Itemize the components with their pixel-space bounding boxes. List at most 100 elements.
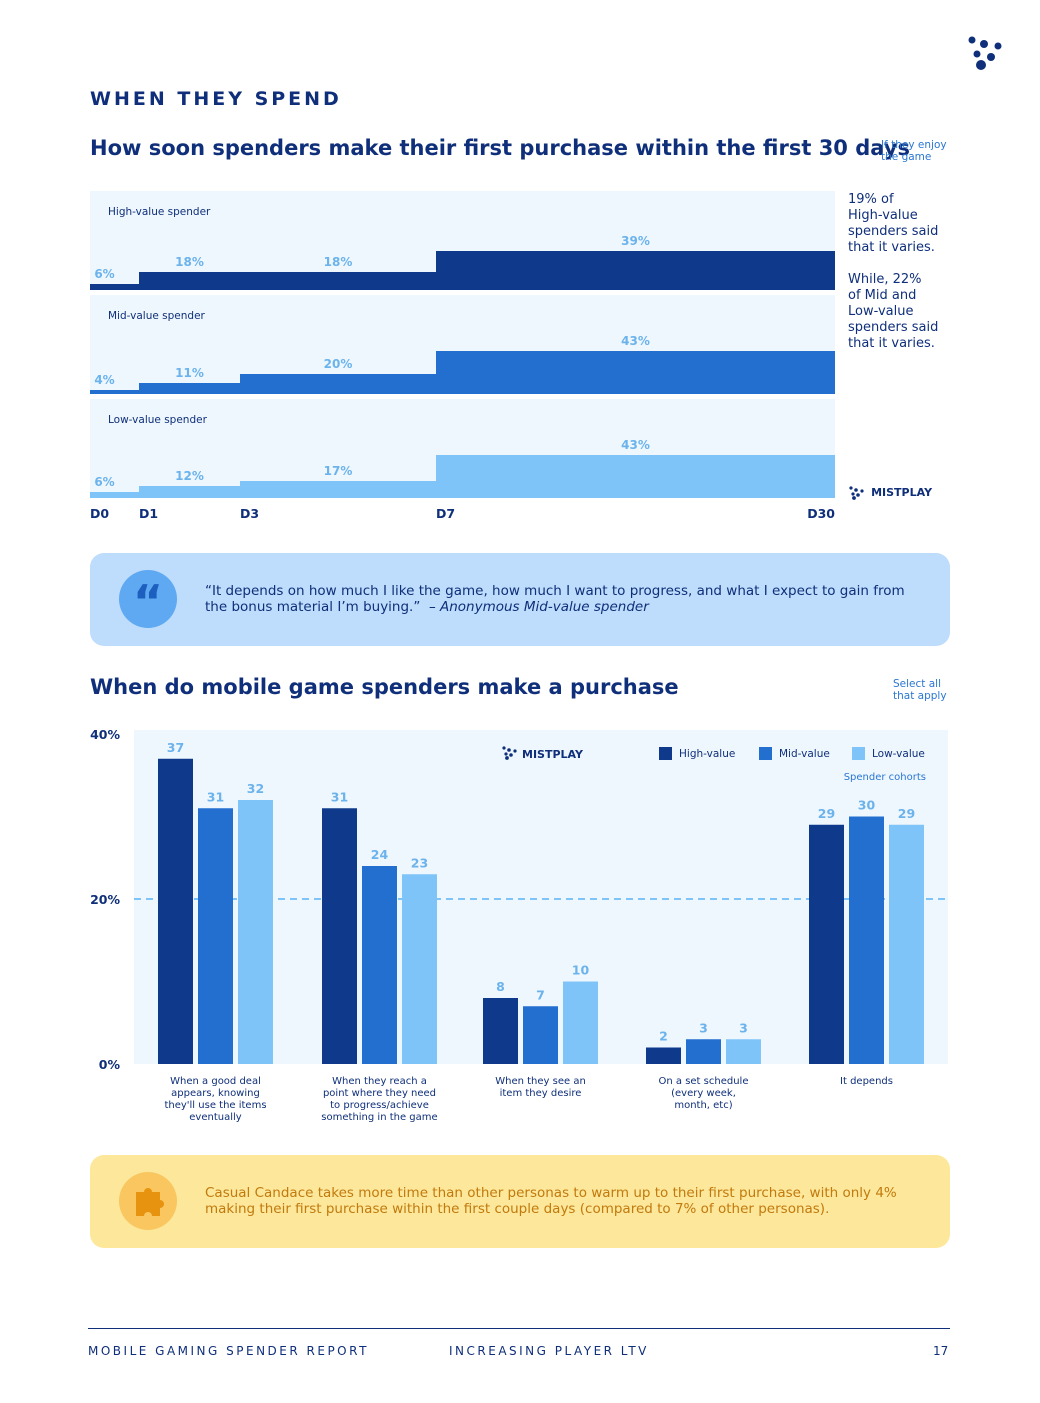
purchase-bar bbox=[402, 874, 437, 1064]
timing-value-label: 20% bbox=[324, 357, 353, 371]
footer-divider bbox=[88, 1328, 950, 1329]
mistplay-logo-dot bbox=[509, 753, 513, 757]
bar-category-label: appears, knowing bbox=[171, 1088, 260, 1099]
mistplay-logo-2: MISTPLAY bbox=[502, 746, 584, 761]
bar-category-label: they'll use the items bbox=[164, 1100, 266, 1111]
bar-category-label: item they desire bbox=[500, 1088, 582, 1099]
timing-value-label: 39% bbox=[621, 234, 650, 248]
purchase-bar bbox=[198, 808, 233, 1064]
persona-callout bbox=[90, 1155, 950, 1248]
chart1-title: How soon spenders make their first purch… bbox=[90, 136, 910, 160]
first-purchase-timing-chart: High-value spender 6% 18% 18% 39% Mid-value s… bbox=[90, 191, 835, 521]
bar-y-tick: 20% bbox=[90, 892, 120, 907]
bar-category-label: (every week, bbox=[671, 1088, 736, 1099]
bar-category-label: month, etc) bbox=[674, 1100, 732, 1111]
purchase-bar-label: 23 bbox=[411, 855, 428, 870]
purchase-bar bbox=[686, 1039, 721, 1064]
purchase-bar-label: 31 bbox=[207, 789, 224, 804]
legend-swatch bbox=[852, 747, 865, 760]
purchase-bar bbox=[523, 1006, 558, 1064]
chart2-title: When do mobile game spenders make a purc… bbox=[90, 675, 679, 699]
purchase-bar bbox=[726, 1039, 761, 1064]
legend-caption: Spender cohorts bbox=[844, 772, 926, 783]
bar-category-label: something in the game bbox=[321, 1112, 437, 1123]
mistplay-logo-icon bbox=[849, 485, 864, 500]
bar-y-tick: 0% bbox=[99, 1057, 121, 1072]
timing-x-tick: D1 bbox=[139, 506, 158, 521]
timing-step bbox=[240, 374, 436, 394]
purchase-bar bbox=[563, 981, 598, 1064]
legend-label: Low-value bbox=[872, 748, 925, 760]
legend-label: Mid-value bbox=[779, 748, 830, 760]
purchase-bar-label: 31 bbox=[331, 789, 348, 804]
purchase-bar bbox=[238, 800, 273, 1064]
timing-x-tick: D3 bbox=[240, 506, 259, 521]
puzzle-piece-icon bbox=[119, 1172, 177, 1230]
bar-category-label: to progress/achieve bbox=[330, 1100, 429, 1111]
timing-step bbox=[139, 486, 240, 498]
mistplay-logo-dot bbox=[507, 748, 511, 752]
timing-x-tick: D7 bbox=[436, 506, 455, 521]
purchase-bar-label: 2 bbox=[659, 1029, 668, 1044]
bar-category-label: point where they need bbox=[323, 1088, 436, 1099]
purchase-bar bbox=[483, 998, 518, 1064]
bar-category-label: It depends bbox=[840, 1076, 893, 1087]
purchase-bar-label: 30 bbox=[858, 798, 876, 813]
footer-page-number: 17 bbox=[933, 1344, 949, 1358]
bar-category-label: When a good deal bbox=[170, 1076, 261, 1087]
mistplay-logo-dot bbox=[513, 749, 517, 753]
bar-category-label: On a set schedule bbox=[659, 1076, 749, 1087]
purchase-bar bbox=[322, 808, 357, 1064]
purchase-bar-label: 24 bbox=[371, 847, 389, 862]
quote-text: “It depends on how much I like the game,… bbox=[205, 583, 905, 615]
timing-value-label: 43% bbox=[621, 334, 650, 348]
purchase-bar bbox=[646, 1047, 681, 1064]
timing-value-label: 43% bbox=[621, 438, 650, 452]
purchase-bar bbox=[809, 824, 844, 1064]
chart1-side-note: 19% of High-value spenders said that it … bbox=[848, 192, 939, 351]
timing-value-label: 6% bbox=[94, 267, 114, 281]
timing-value-label: 6% bbox=[94, 475, 114, 489]
purchase-bar-label: 29 bbox=[898, 806, 915, 821]
purchase-bar bbox=[849, 816, 884, 1064]
legend-swatch bbox=[659, 747, 672, 760]
purchase-bar-label: 7 bbox=[536, 987, 545, 1002]
timing-value-label: 18% bbox=[324, 255, 353, 269]
mistplay-logo-dot bbox=[504, 752, 508, 756]
timing-step bbox=[436, 251, 835, 290]
svg-text:“: “ bbox=[133, 575, 163, 628]
timing-step bbox=[436, 351, 835, 394]
quote-callout bbox=[90, 553, 950, 646]
purchase-bar-label: 32 bbox=[247, 781, 264, 796]
timing-step bbox=[240, 272, 436, 290]
bar-category-label: When they see an bbox=[495, 1076, 586, 1087]
chart1-note: If they enjoy the game bbox=[881, 139, 947, 163]
chart2-note: Select all that apply bbox=[893, 678, 947, 702]
purchase-bar-label: 3 bbox=[699, 1020, 708, 1035]
purchase-bar-label: 10 bbox=[572, 963, 590, 978]
timing-step bbox=[436, 455, 835, 498]
bar-category-label: When they reach a bbox=[332, 1076, 427, 1087]
timing-value-label: 18% bbox=[175, 255, 204, 269]
purchase-bar-label: 8 bbox=[496, 979, 505, 994]
brand-dots-icon bbox=[968, 36, 1002, 70]
footer-section-title: INCREASING PLAYER LTV bbox=[449, 1344, 649, 1358]
purchase-bar-label: 37 bbox=[167, 740, 184, 755]
timing-series-label: Mid-value spender bbox=[108, 310, 206, 322]
timing-step bbox=[90, 390, 139, 394]
bar-category-label: eventually bbox=[189, 1112, 242, 1123]
legend-swatch bbox=[759, 747, 772, 760]
timing-value-label: 4% bbox=[94, 373, 114, 387]
timing-value-label: 12% bbox=[175, 469, 204, 483]
purchase-bar-label: 29 bbox=[818, 806, 835, 821]
purchase-bar bbox=[889, 824, 924, 1064]
timing-value-label: 11% bbox=[175, 366, 204, 380]
mistplay-logo-dot bbox=[505, 756, 509, 760]
purchase-bar bbox=[158, 758, 193, 1064]
timing-x-tick: D30 bbox=[807, 506, 835, 521]
timing-step bbox=[90, 492, 139, 498]
persona-callout-text: Casual Candace takes more time than othe… bbox=[205, 1185, 897, 1217]
purchase-bar bbox=[362, 866, 397, 1064]
footer-report-title: MOBILE GAMING SPENDER REPORT bbox=[88, 1344, 369, 1358]
